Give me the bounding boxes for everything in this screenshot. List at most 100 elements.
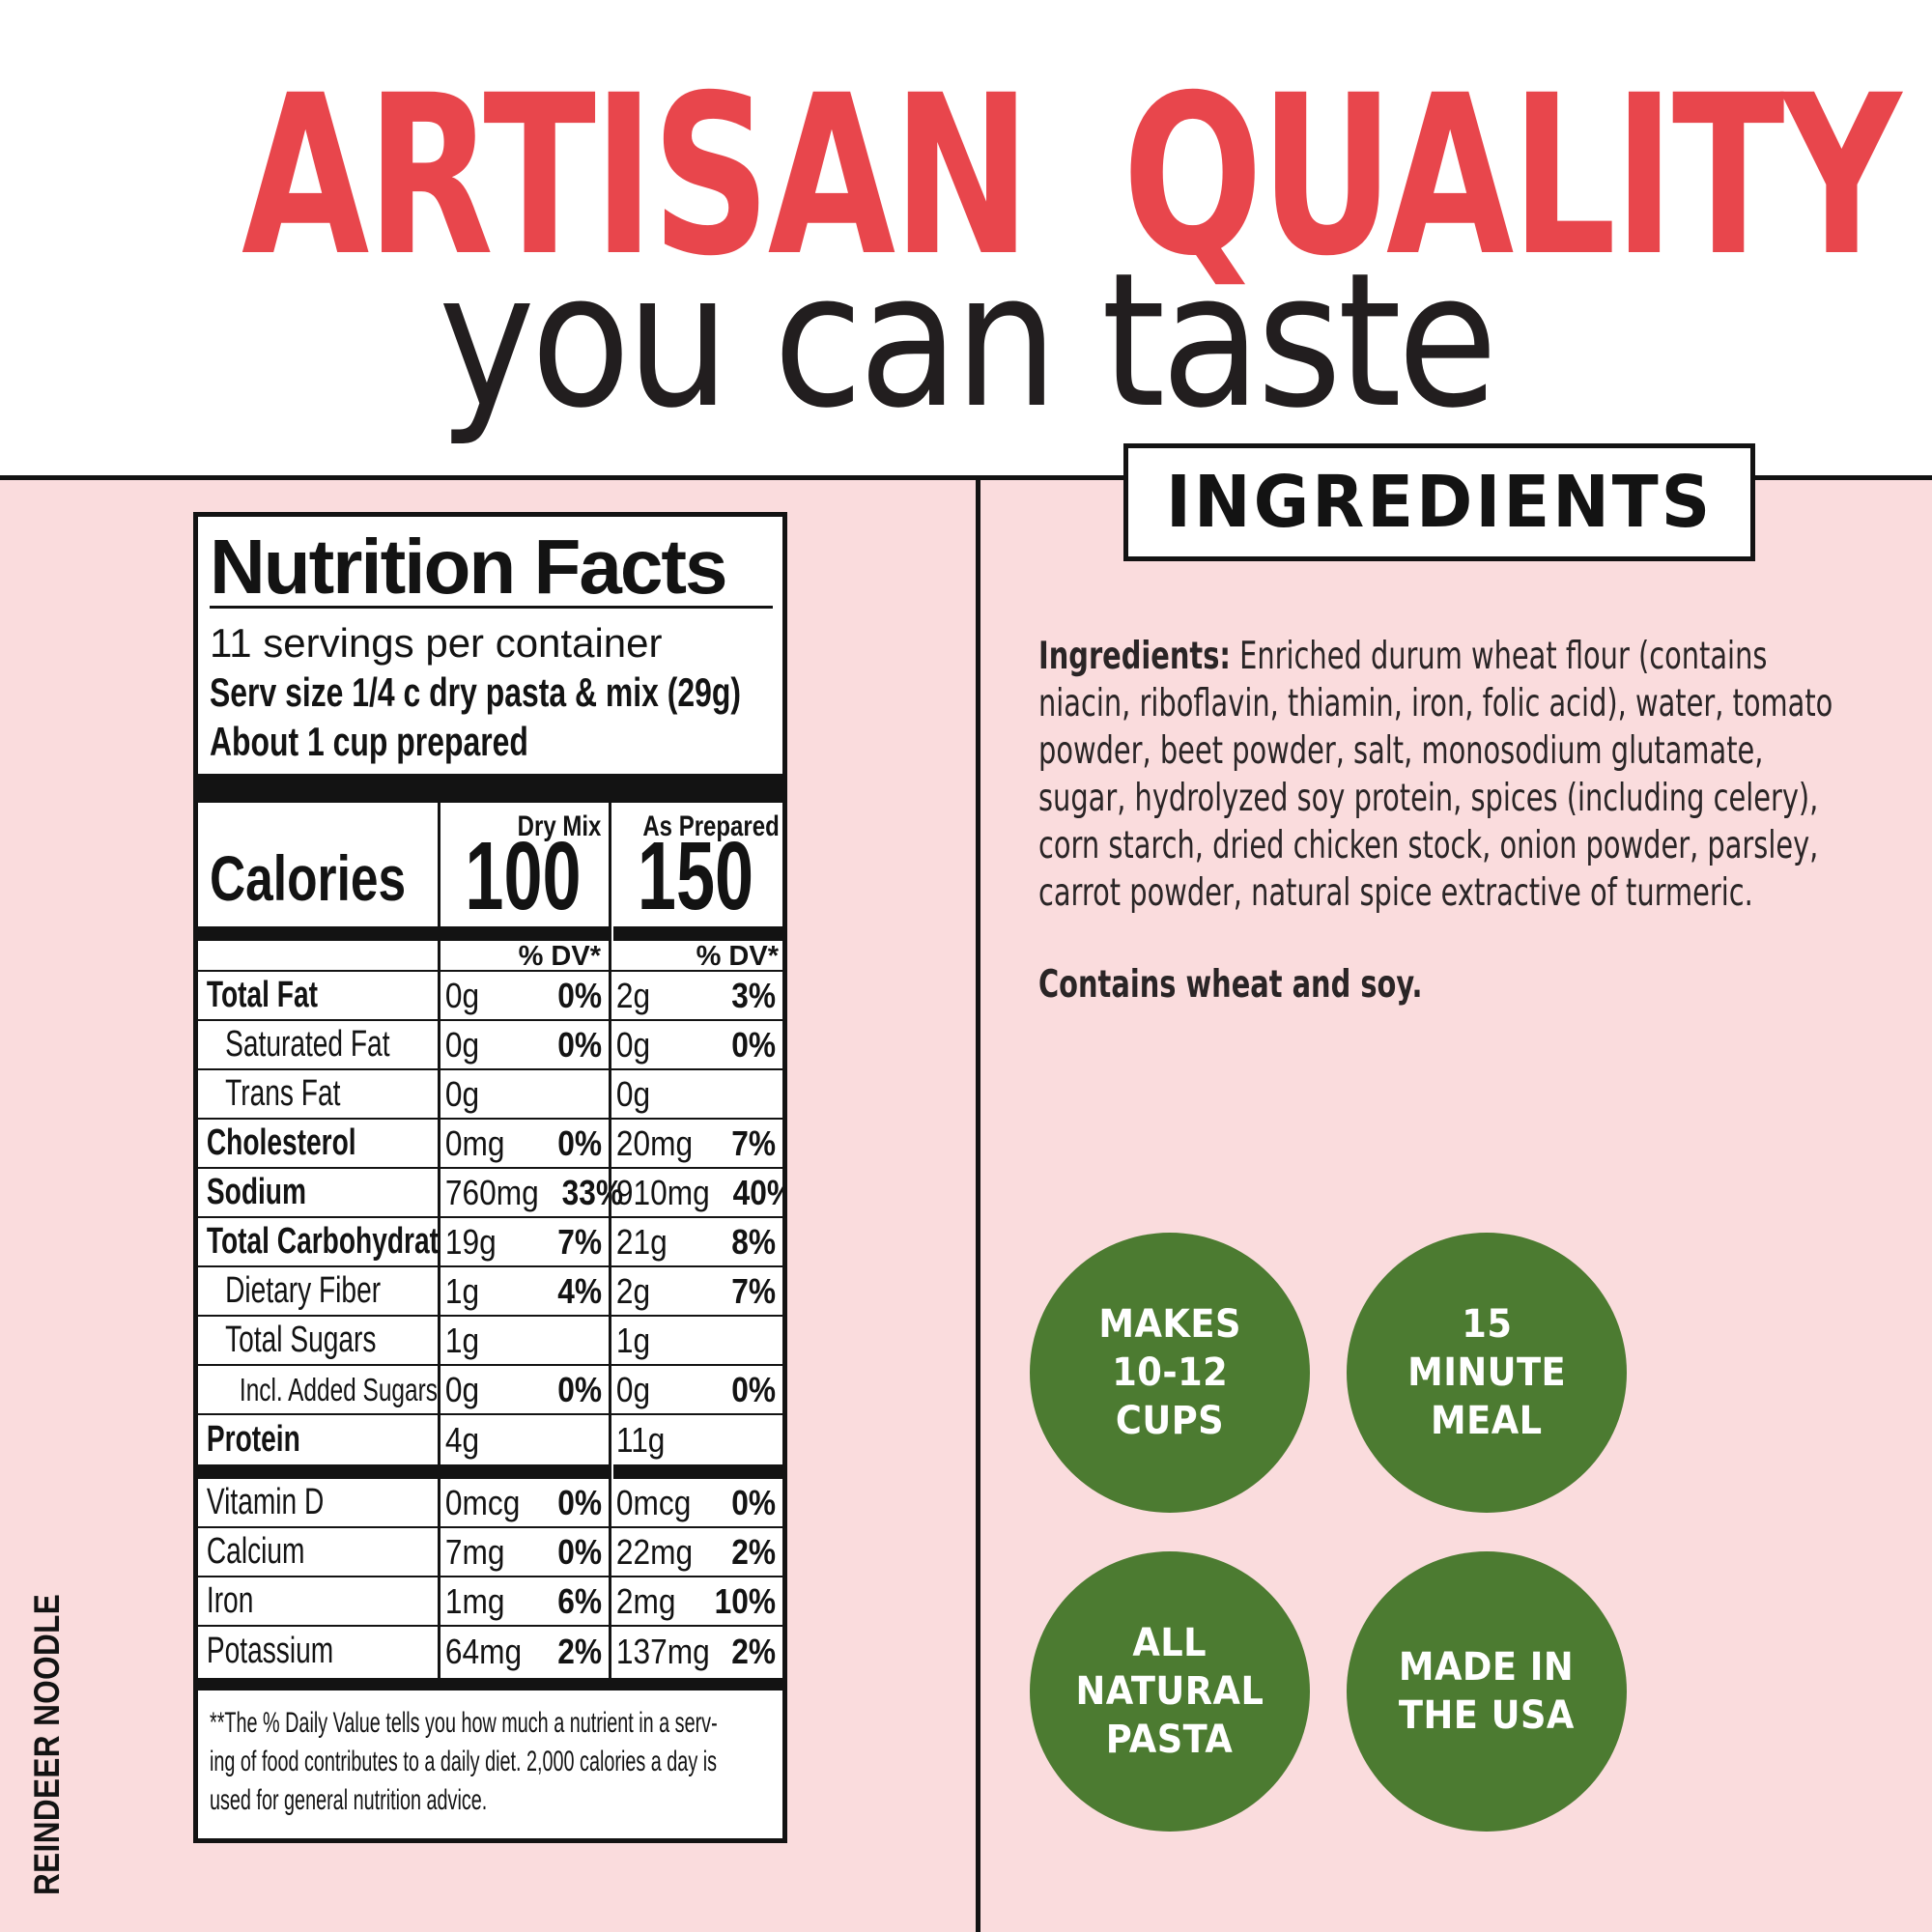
amount-prepared: 21g — [615, 1221, 668, 1262]
nutrient-row-trans-fat: Trans Fat 0g 0g — [198, 1070, 782, 1120]
dv-dry: 7% — [557, 1221, 602, 1262]
calories-value-prepared: 150 — [637, 822, 754, 930]
nutrient-row-total-fat: Total Fat 0g 0% 2g 3% — [198, 972, 782, 1021]
nutrient-row-total-carbohydrate: Total Carbohydrate 19g 7% 21g 8% — [198, 1218, 782, 1267]
dv-dry: 33% — [561, 1172, 624, 1212]
calories-label: Calories — [210, 842, 407, 914]
calories-value-dry: 100 — [465, 822, 582, 930]
badge-makes-cups: MAKES 10-12 CUPS — [1030, 1233, 1310, 1513]
nutrition-facts-panel: Nutrition Facts 11 servings per containe… — [193, 512, 787, 1843]
amount-prepared: 910mg — [615, 1172, 710, 1212]
badge-line: MADE IN — [1399, 1645, 1575, 1690]
ingredients-title-box: INGREDIENTS — [1123, 443, 1755, 561]
amount-dry: 0g — [444, 975, 480, 1015]
dv-prepared: 7% — [731, 1270, 776, 1311]
dv-dry: 0% — [557, 1369, 602, 1409]
nutrient-row-total-sugars: Total Sugars 1g 1g — [198, 1317, 782, 1366]
column-divider — [438, 803, 440, 1690]
dv-prepared: 7% — [731, 1122, 776, 1163]
badge-line: 15 — [1461, 1302, 1513, 1347]
dv-header-dry: % DV* — [518, 941, 601, 972]
ingredients-line: carrot powder, natural spice extractive … — [1038, 871, 1753, 915]
nutrient-row-added-sugars: Incl. Added Sugars 0g 0% 0g 0% — [198, 1366, 782, 1415]
nutrient-label: Vitamin D — [206, 1482, 325, 1522]
amount-dry: 64mg — [444, 1631, 523, 1671]
dv-dry: 0% — [557, 1122, 602, 1163]
amount-dry: 4g — [444, 1419, 480, 1460]
amount-dry: 0g — [444, 1024, 480, 1065]
calories-section: Dry Mix As Prepared Calories 100 150 — [198, 803, 782, 926]
column-header-dry-mix: Dry Mix — [517, 810, 601, 842]
dv-dry: 4% — [557, 1270, 602, 1311]
amount-prepared: 11g — [615, 1419, 666, 1460]
amount-dry: 19g — [444, 1221, 497, 1262]
dv-prepared: 0% — [731, 1482, 776, 1522]
thick-bar-split — [198, 1464, 782, 1479]
ingredients-line: corn starch, dried chicken stock, onion … — [1038, 824, 1819, 867]
dv-header-prepared: % DV* — [696, 941, 779, 972]
dv-prepared: 10% — [714, 1580, 776, 1621]
nutrient-row-iron: Iron 1mg 6% 2mg 10% — [198, 1577, 782, 1627]
dv-dry: 6% — [557, 1580, 602, 1621]
amount-dry: 0g — [444, 1073, 480, 1114]
nutrient-label: Trans Fat — [225, 1073, 341, 1114]
servings-line: 11 servings per container — [210, 620, 663, 666]
brand-vertical-text: REINDEER NOODLE — [27, 1593, 67, 1895]
nutrient-row-calcium: Calcium 7mg 0% 22mg 2% — [198, 1528, 782, 1577]
nutrient-label: Total Fat — [206, 975, 318, 1015]
badge-made-in-usa: MADE IN THE USA — [1347, 1551, 1627, 1832]
dv-prepared: 0% — [731, 1369, 776, 1409]
nutrient-row-dietary-fiber: Dietary Fiber 1g 4% 2g 7% — [198, 1267, 782, 1317]
badge-line: PASTA — [1106, 1718, 1234, 1762]
amount-dry: 0mcg — [444, 1482, 521, 1522]
nutrient-label: Total Sugars — [225, 1320, 377, 1360]
badge-line: MAKES — [1098, 1302, 1241, 1347]
nutrient-label: Cholesterol — [206, 1122, 356, 1163]
ingredients-line: sugar, hydrolyzed soy protein, spices (i… — [1038, 777, 1819, 820]
section-divider-vertical — [976, 475, 980, 1932]
badge-line: ALL — [1132, 1621, 1208, 1665]
badge-line: MEAL — [1431, 1399, 1543, 1443]
nutrient-label: Protein — [206, 1419, 300, 1460]
nutrient-row-saturated-fat: Saturated Fat 0g 0% 0g 0% — [198, 1021, 782, 1070]
amount-prepared: 0g — [615, 1369, 651, 1409]
ingredients-intro-label: Ingredients: — [1038, 635, 1231, 678]
nutrient-label: Calcium — [206, 1531, 305, 1572]
serving-size-line: Serv size 1/4 c dry pasta & mix (29g) — [210, 669, 742, 715]
nutrient-row-protein: Protein 4g 11g — [198, 1415, 782, 1464]
amount-dry: 0mg — [444, 1122, 505, 1163]
nutrient-label: Saturated Fat — [225, 1024, 390, 1065]
amount-prepared: 137mg — [615, 1631, 710, 1671]
column-divider — [609, 803, 611, 1690]
nutrient-label: Total Carbohydrate — [206, 1221, 438, 1262]
dv-prepared: 40% — [732, 1172, 782, 1212]
nutrition-title: Nutrition Facts — [210, 528, 773, 609]
amount-prepared: 0g — [615, 1073, 651, 1114]
badge-15-minute-meal: 15 MINUTE MEAL — [1347, 1233, 1627, 1513]
nutrient-label: Incl. Added Sugars — [239, 1371, 438, 1407]
ingredients-line: Ingredients: Enriched durum wheat flour … — [1038, 635, 1768, 678]
amount-prepared: 2g — [615, 975, 651, 1015]
contains-statement: Contains wheat and soy. — [1038, 963, 1423, 1007]
amount-prepared: 0g — [615, 1024, 651, 1065]
nutrient-row-potassium: Potassium 64mg 2% 137mg 2% — [198, 1627, 782, 1676]
amount-prepared: 2mg — [615, 1580, 676, 1621]
thick-bar — [198, 1678, 782, 1690]
amount-prepared: 0mcg — [615, 1482, 692, 1522]
dv-prepared: 0% — [731, 1024, 776, 1065]
thick-bar-split — [198, 926, 782, 941]
amount-dry: 760mg — [444, 1172, 539, 1212]
badge-all-natural-pasta: ALL NATURAL PASTA — [1030, 1551, 1310, 1832]
daily-value-header-row: % DV* % DV* — [198, 941, 782, 972]
ingredients-paragraph: Ingredients: Enriched durum wheat flour … — [1038, 633, 1908, 1009]
dv-prepared: 2% — [731, 1631, 776, 1671]
nutrient-label: Sodium — [206, 1172, 306, 1212]
thick-bar — [198, 774, 782, 803]
tagline: you can taste — [438, 234, 1498, 449]
footnote: **The % Daily Value tells you how much a… — [210, 1707, 718, 1816]
badge-line: NATURAL — [1075, 1669, 1264, 1714]
amount-prepared: 2g — [615, 1270, 651, 1311]
ingredients-line: niacin, riboflavin, thiamin, iron, folic… — [1038, 682, 1833, 725]
dv-prepared: 2% — [731, 1531, 776, 1572]
nutrient-label: Potassium — [206, 1631, 334, 1671]
